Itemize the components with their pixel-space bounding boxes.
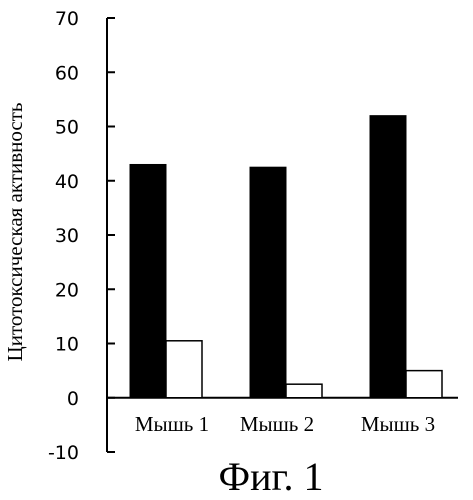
y-tick-label: 50 [55,117,79,139]
hollow-bar-1 [165,340,203,399]
y-axis: -10 0 10 20 30 40 50 60 70 [48,8,115,464]
figure-caption: Фиг. 1 [219,454,324,499]
y-tick-label: 10 [55,334,79,356]
solid-bar-1 [129,163,167,399]
y-tick-label: -10 [48,442,79,464]
y-ticks: -10 0 10 20 30 40 50 60 70 [48,8,115,464]
solid-bar-2 [249,166,287,399]
category-label-3: Мышь 3 [361,412,435,436]
y-tick-label: 20 [55,279,79,301]
y-tick-label: 40 [55,171,79,193]
y-tick-label: 60 [55,62,79,84]
solid-bar-3 [369,115,407,399]
y-tick-label: 70 [55,8,79,30]
y-axis-title: Цитотоксическая активность [3,103,27,362]
category-labels: Мышь 1 Мышь 2 Мышь 3 [135,412,435,436]
hollow-bar-2 [285,383,323,399]
y-tick-label: 0 [67,388,79,410]
hollow-bar-3 [405,369,443,399]
category-label-2: Мышь 2 [240,412,314,436]
bars [129,115,443,399]
y-tick-label: 30 [55,225,79,247]
category-label-1: Мышь 1 [135,412,209,436]
